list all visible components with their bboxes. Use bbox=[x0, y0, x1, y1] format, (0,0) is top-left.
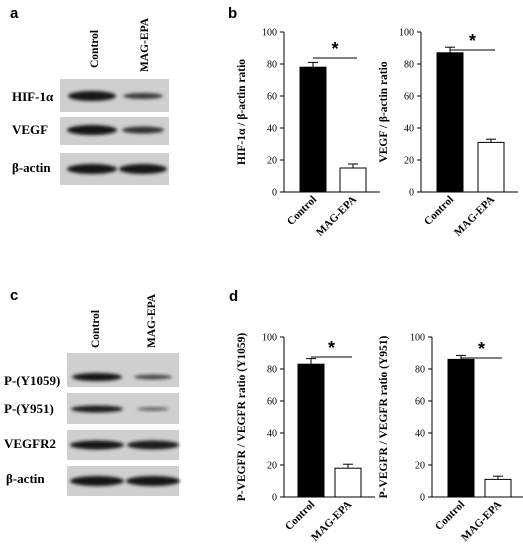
blot-c-label-actin: β-actin bbox=[6, 471, 45, 486]
bar-control bbox=[436, 52, 464, 193]
blot-c-band-vegfr2-control bbox=[70, 440, 124, 450]
y-tick-label: 0 bbox=[272, 188, 277, 199]
category-label: Control bbox=[285, 194, 319, 228]
bar-mag-epa bbox=[477, 141, 505, 193]
y-tick-label: 60 bbox=[404, 92, 414, 103]
y-tick-label: 40 bbox=[267, 124, 277, 135]
bar-control bbox=[297, 363, 325, 498]
blot-c-band-actin-mag bbox=[126, 476, 180, 486]
blot-a-band-actin-mag bbox=[119, 164, 167, 174]
category-label: MAG-EPA bbox=[452, 194, 497, 239]
panel-letter-b: b bbox=[228, 5, 237, 22]
y-tick-label: 100 bbox=[262, 28, 277, 39]
y-tick-label: 20 bbox=[267, 156, 277, 167]
significance-star: * bbox=[331, 39, 338, 59]
y-axis-title: P-VEGFR / VEGFR ratio (Y951) bbox=[378, 335, 390, 498]
blot-a-band-hif-mag bbox=[123, 93, 163, 99]
category-label: Control bbox=[422, 194, 456, 228]
y-tick-label: 80 bbox=[404, 60, 414, 71]
y-tick-label: 0 bbox=[272, 493, 277, 504]
blot-a-band-actin-control bbox=[67, 164, 117, 174]
blot-c-band-actin-control bbox=[70, 476, 124, 486]
chart-hif: 0 20 40 60 80 100 HIF-1α / β-actin ratio Contro… bbox=[236, 28, 380, 239]
blot-a-band-hif-control bbox=[68, 91, 116, 101]
category-label: MAG-EPA bbox=[314, 194, 359, 239]
blot-c-label-vegfr2: VEGFR2 bbox=[4, 436, 56, 451]
bar-charts: 0 20 40 60 80 100 HIF-1α / β-actin ratio Contro… bbox=[236, 28, 523, 544]
blot-c-band-y951-control bbox=[71, 405, 123, 413]
bar-control bbox=[299, 66, 327, 193]
chart-vegf: 0 20 40 60 80 100 VEGF / β-actin ratio ControlM… bbox=[378, 28, 518, 239]
category-label: Control bbox=[283, 499, 317, 533]
bar-mag-epa bbox=[334, 467, 362, 498]
category-label: MAG-EPA bbox=[459, 499, 504, 544]
y-tick-label: 20 bbox=[267, 461, 277, 472]
blot-c-strip-y1059 bbox=[67, 353, 179, 387]
blot-a-lane-control: Control bbox=[89, 30, 101, 68]
y-tick-label: 40 bbox=[404, 124, 414, 135]
blot-c-lane-mag-epa: MAG-EPA bbox=[146, 293, 158, 348]
blot-a-band-vegf-mag bbox=[122, 126, 164, 134]
y-tick-label: 80 bbox=[267, 60, 277, 71]
panel-letter-a: a bbox=[10, 5, 19, 22]
y-tick-label: 80 bbox=[415, 365, 425, 376]
y-tick-label: 20 bbox=[415, 461, 425, 472]
blot-a-band-vegf-control bbox=[67, 125, 117, 135]
blot-a-label-actin: β-actin bbox=[12, 160, 51, 175]
y-tick-label: 100 bbox=[410, 333, 425, 344]
y-tick-label: 60 bbox=[267, 397, 277, 408]
blot-a-label-hif: HIF-1α bbox=[12, 89, 54, 104]
blot-a-label-vegf: VEGF bbox=[12, 122, 48, 137]
y-tick-label: 60 bbox=[415, 397, 425, 408]
y-tick-label: 100 bbox=[262, 333, 277, 344]
y-axis-title: P-VEGFR / VEGFR ratio (Y1059) bbox=[236, 333, 248, 502]
blot-c-band-y1059-mag bbox=[134, 374, 172, 380]
blot-c-label-y951: P-(Y951) bbox=[4, 401, 54, 416]
y-tick-label: 100 bbox=[399, 28, 414, 39]
category-label: Control bbox=[433, 499, 467, 533]
significance-star: * bbox=[469, 31, 476, 51]
y-tick-label: 40 bbox=[415, 429, 425, 440]
blot-c-band-y1059-control bbox=[72, 373, 122, 381]
category-label: MAG-EPA bbox=[309, 499, 354, 544]
blot-c-band-y951-mag bbox=[137, 407, 169, 411]
significance-star: * bbox=[328, 338, 335, 358]
chart-y951: 0 20 40 60 80 100 P-VEGFR / VEGFR ratio (Y951)… bbox=[378, 333, 523, 544]
blot-a-lane-mag-epa: MAG-EPA bbox=[139, 17, 151, 72]
y-tick-label: 0 bbox=[420, 493, 425, 504]
y-tick-label: 80 bbox=[267, 365, 277, 376]
chart-y1059: 0 20 40 60 80 100 P-VEGFR / VEGFR ratio (Y1059… bbox=[236, 333, 375, 544]
panel-letter-d: d bbox=[229, 288, 238, 305]
significance-star: * bbox=[478, 339, 485, 359]
y-tick-label: 20 bbox=[404, 156, 414, 167]
y-tick-label: 0 bbox=[409, 188, 414, 199]
blot-c-band-vegfr2-mag bbox=[127, 440, 179, 450]
bar-control bbox=[447, 358, 475, 498]
y-axis-title: VEGF / β-actin ratio bbox=[378, 61, 390, 162]
blot-c-lane-control: Control bbox=[90, 310, 102, 348]
blot-c-label-y1059: P-(Y1059) bbox=[4, 373, 60, 388]
bar-mag-epa bbox=[339, 167, 367, 193]
bar-mag-epa bbox=[484, 478, 512, 498]
y-tick-label: 40 bbox=[267, 429, 277, 440]
panel-letter-c: c bbox=[10, 287, 18, 304]
y-axis-title: HIF-1α / β-actin ratio bbox=[236, 59, 248, 165]
y-tick-label: 60 bbox=[267, 92, 277, 103]
